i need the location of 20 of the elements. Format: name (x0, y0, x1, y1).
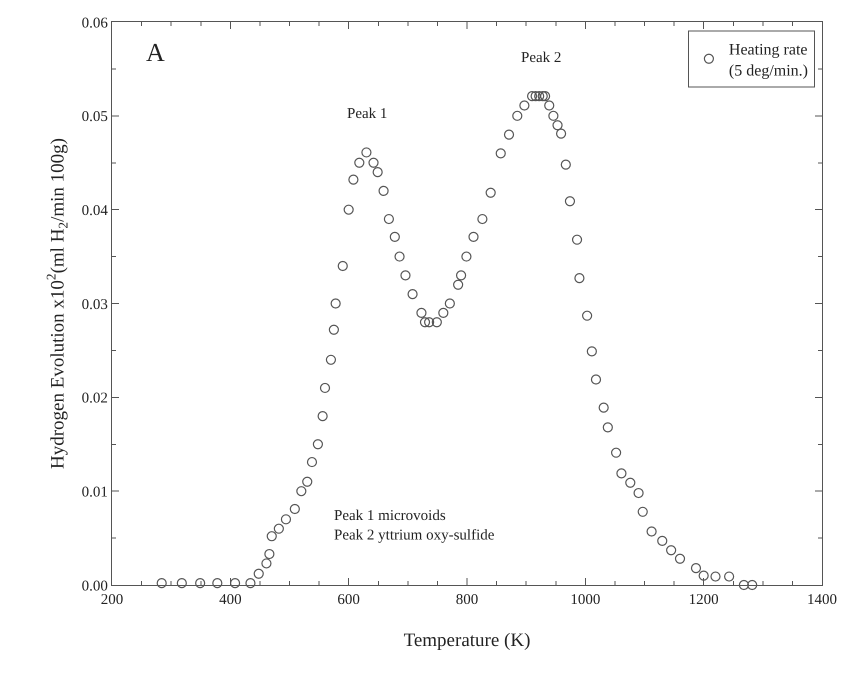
y-tick-label: 0.03 (82, 296, 108, 313)
annotation: Peak 1 microvoids Peak 2 yttrium oxy-sulfide (334, 508, 495, 544)
y-tick-label: 0.01 (82, 484, 108, 500)
legend-label: Heating rate (5 deg/min.) (728, 42, 808, 80)
x-tick-label: 200 (100, 592, 124, 608)
y-tick-label: 0.05 (82, 109, 108, 126)
x-tick-label: 1000 (570, 592, 600, 608)
y-tick-label: 0.04 (82, 202, 108, 219)
x-tick-label: 800 (456, 592, 478, 608)
y-tick-label: 0.02 (82, 390, 108, 407)
annotation: Peak 2 (521, 50, 562, 66)
annotation: Peak 1 (347, 106, 388, 122)
y-tick-label: 0.00 (82, 578, 108, 594)
y-tick-label: 0.06 (82, 15, 108, 32)
x-tick-label: 400 (219, 592, 242, 608)
x-tick-label: 600 (337, 592, 360, 608)
x-axis-title: Temperature (K) (404, 630, 530, 651)
x-tick-label: 1200 (688, 592, 719, 608)
annotation: A (146, 38, 165, 67)
x-tick-label: 1400 (807, 592, 837, 608)
